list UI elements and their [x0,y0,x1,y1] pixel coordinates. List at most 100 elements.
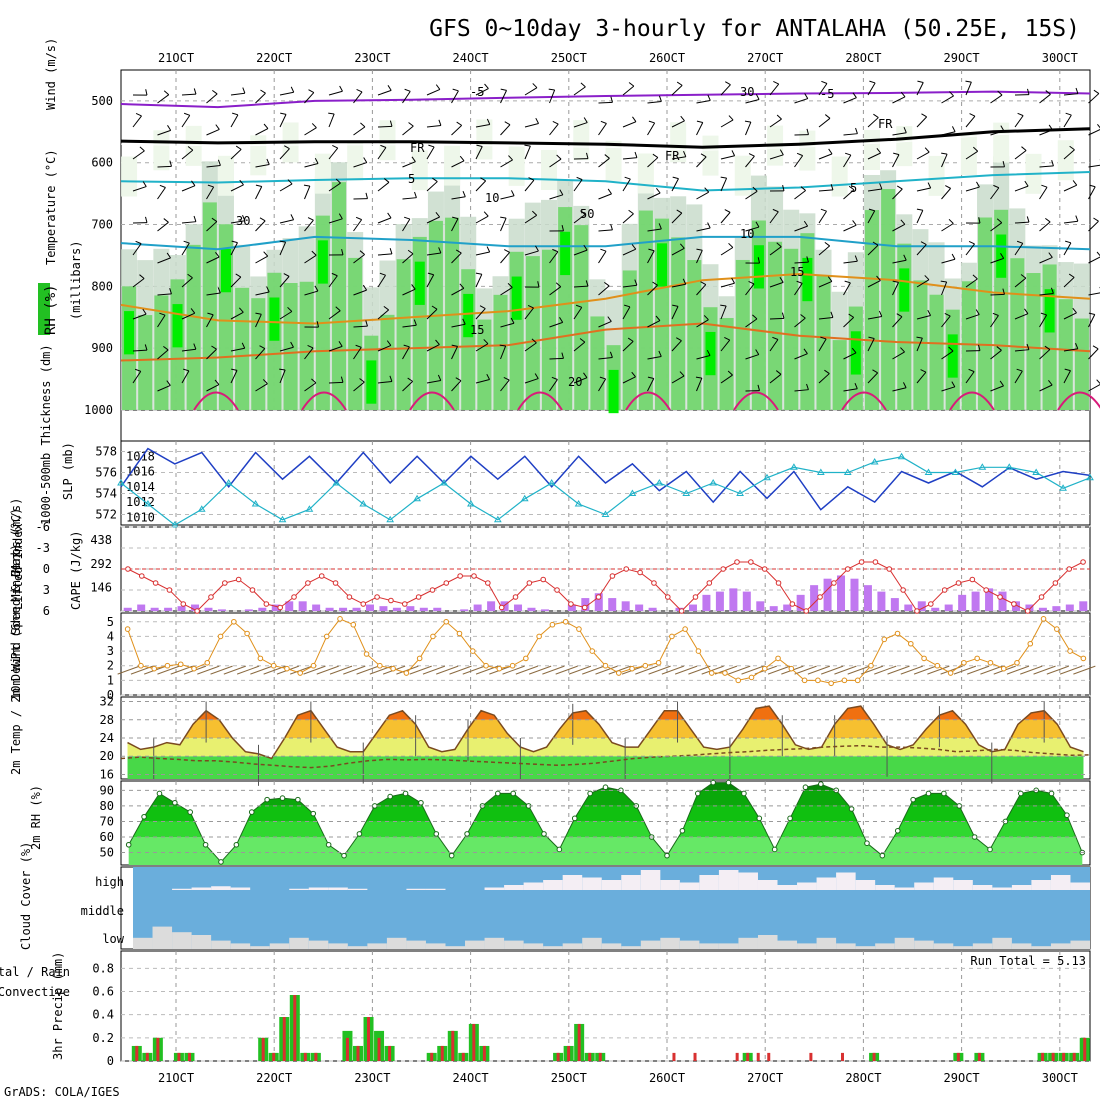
wind-speed-point [337,616,343,622]
rh-tick: 50 [100,846,114,860]
rh-point [279,795,286,801]
lifted-index-point [222,580,228,586]
wind-barb [328,381,344,384]
cape-bar [244,609,253,611]
wind-barb [255,383,268,392]
wind-barb-flag [796,280,803,284]
wind-barb [1014,243,1024,256]
wind-barb [353,381,365,392]
wind-barb-flag [1088,312,1095,315]
wind-barb [500,159,513,168]
wind-barb [500,322,515,328]
cloud-low-bar [836,943,856,949]
panel-frame [120,69,1091,411]
wind-barb [475,343,489,352]
wind-barb [328,218,343,224]
wind-barb-flag [359,250,365,255]
rh-shade [186,244,201,410]
wind-barb [279,276,290,288]
temp-tick: 16 [100,767,114,781]
wind-barb-flag [187,273,193,279]
wind-barb-flag [672,176,679,180]
rh-point [156,790,163,797]
wind-barb [279,346,294,352]
top-date-tick: 22OCT [256,51,292,65]
wind-speed-point [1040,616,1047,622]
rh-shade [638,210,653,410]
wind-barb-flag [362,284,368,291]
wind-barb [377,309,389,320]
wind-barb [573,377,588,384]
wind-barb-flag [896,185,903,190]
thickness-point [1032,468,1041,475]
wind-barb-flag [580,210,586,215]
wind-barb-flag [307,344,314,349]
wind-barb [892,154,900,168]
lifted-index-point [831,580,837,586]
wind-barb [647,157,659,168]
wind-barb [181,149,194,160]
thickness-tick: 574 [95,487,117,501]
rh-shade [735,259,750,410]
wind-barb [475,274,483,288]
wind-barb-flag [724,209,731,213]
precip-convective-bar [1051,1052,1055,1061]
lifted-index-point [928,601,934,607]
wind-barb-flag [1040,312,1047,316]
thickness-point [493,515,502,523]
wind-barb [279,91,294,96]
rh-point [694,790,701,797]
wind-barb [475,379,490,384]
wind-barb [157,187,166,200]
wind-speed-point [191,665,197,672]
wind-barb-flag [776,114,782,120]
wind-barb-flag [535,117,540,124]
wind-barb [279,183,293,192]
precip-convective-bar [272,1052,276,1061]
rh-shade [993,122,1010,163]
wind-barb [573,341,586,352]
thickness-point [386,515,395,523]
wind-barb-flag [235,273,242,278]
wind-barb [230,184,244,192]
lifted-index-point [332,580,339,586]
precip-convective-bar [187,1052,191,1061]
rh-point [495,790,501,797]
wind-barb [475,123,490,128]
cloud-low-bar [230,943,251,949]
isotherm-25c [625,391,671,411]
wind-barb-flag [706,349,711,356]
wind-barb-flag [580,82,586,88]
wind-speed-point [523,655,529,662]
top-date-tick: 21OCT [158,51,194,65]
wind-barb [475,180,487,192]
wind-barb-flag [212,89,218,95]
wind-barb-flag [976,181,980,188]
wind-barb [377,181,390,192]
wind-barb [304,290,319,296]
rh-shade [154,295,169,410]
wind-barb [181,185,196,192]
cloud-high-bar [777,885,798,890]
wind-barb [843,189,855,200]
wind-barb-10m [449,665,472,675]
wind-barb-flag [900,347,905,353]
cloud-low-bar [386,937,407,949]
wind-speed-point [1080,655,1087,662]
wind-barb [696,319,709,328]
rh-shade [928,155,945,196]
wind-barb-flag [940,280,947,283]
top-date-tick: 25OCT [551,51,587,65]
rh-point [125,841,132,848]
rh-shade [832,340,847,410]
wind10m-axis-label: 10m Wind Speed & Barbs (m/s) [9,498,23,700]
lifted-index-point [277,604,283,611]
cloud-high-bar [601,880,622,890]
wind-barb [622,178,631,192]
wind-barb [990,187,1000,200]
wind-barb [647,284,658,296]
rh-point [602,784,609,791]
thickness-axis-label: 1000-500mb Thickness (dm) [39,344,53,525]
lifted-index-point [485,580,491,586]
cloud-low-bar [328,943,348,949]
